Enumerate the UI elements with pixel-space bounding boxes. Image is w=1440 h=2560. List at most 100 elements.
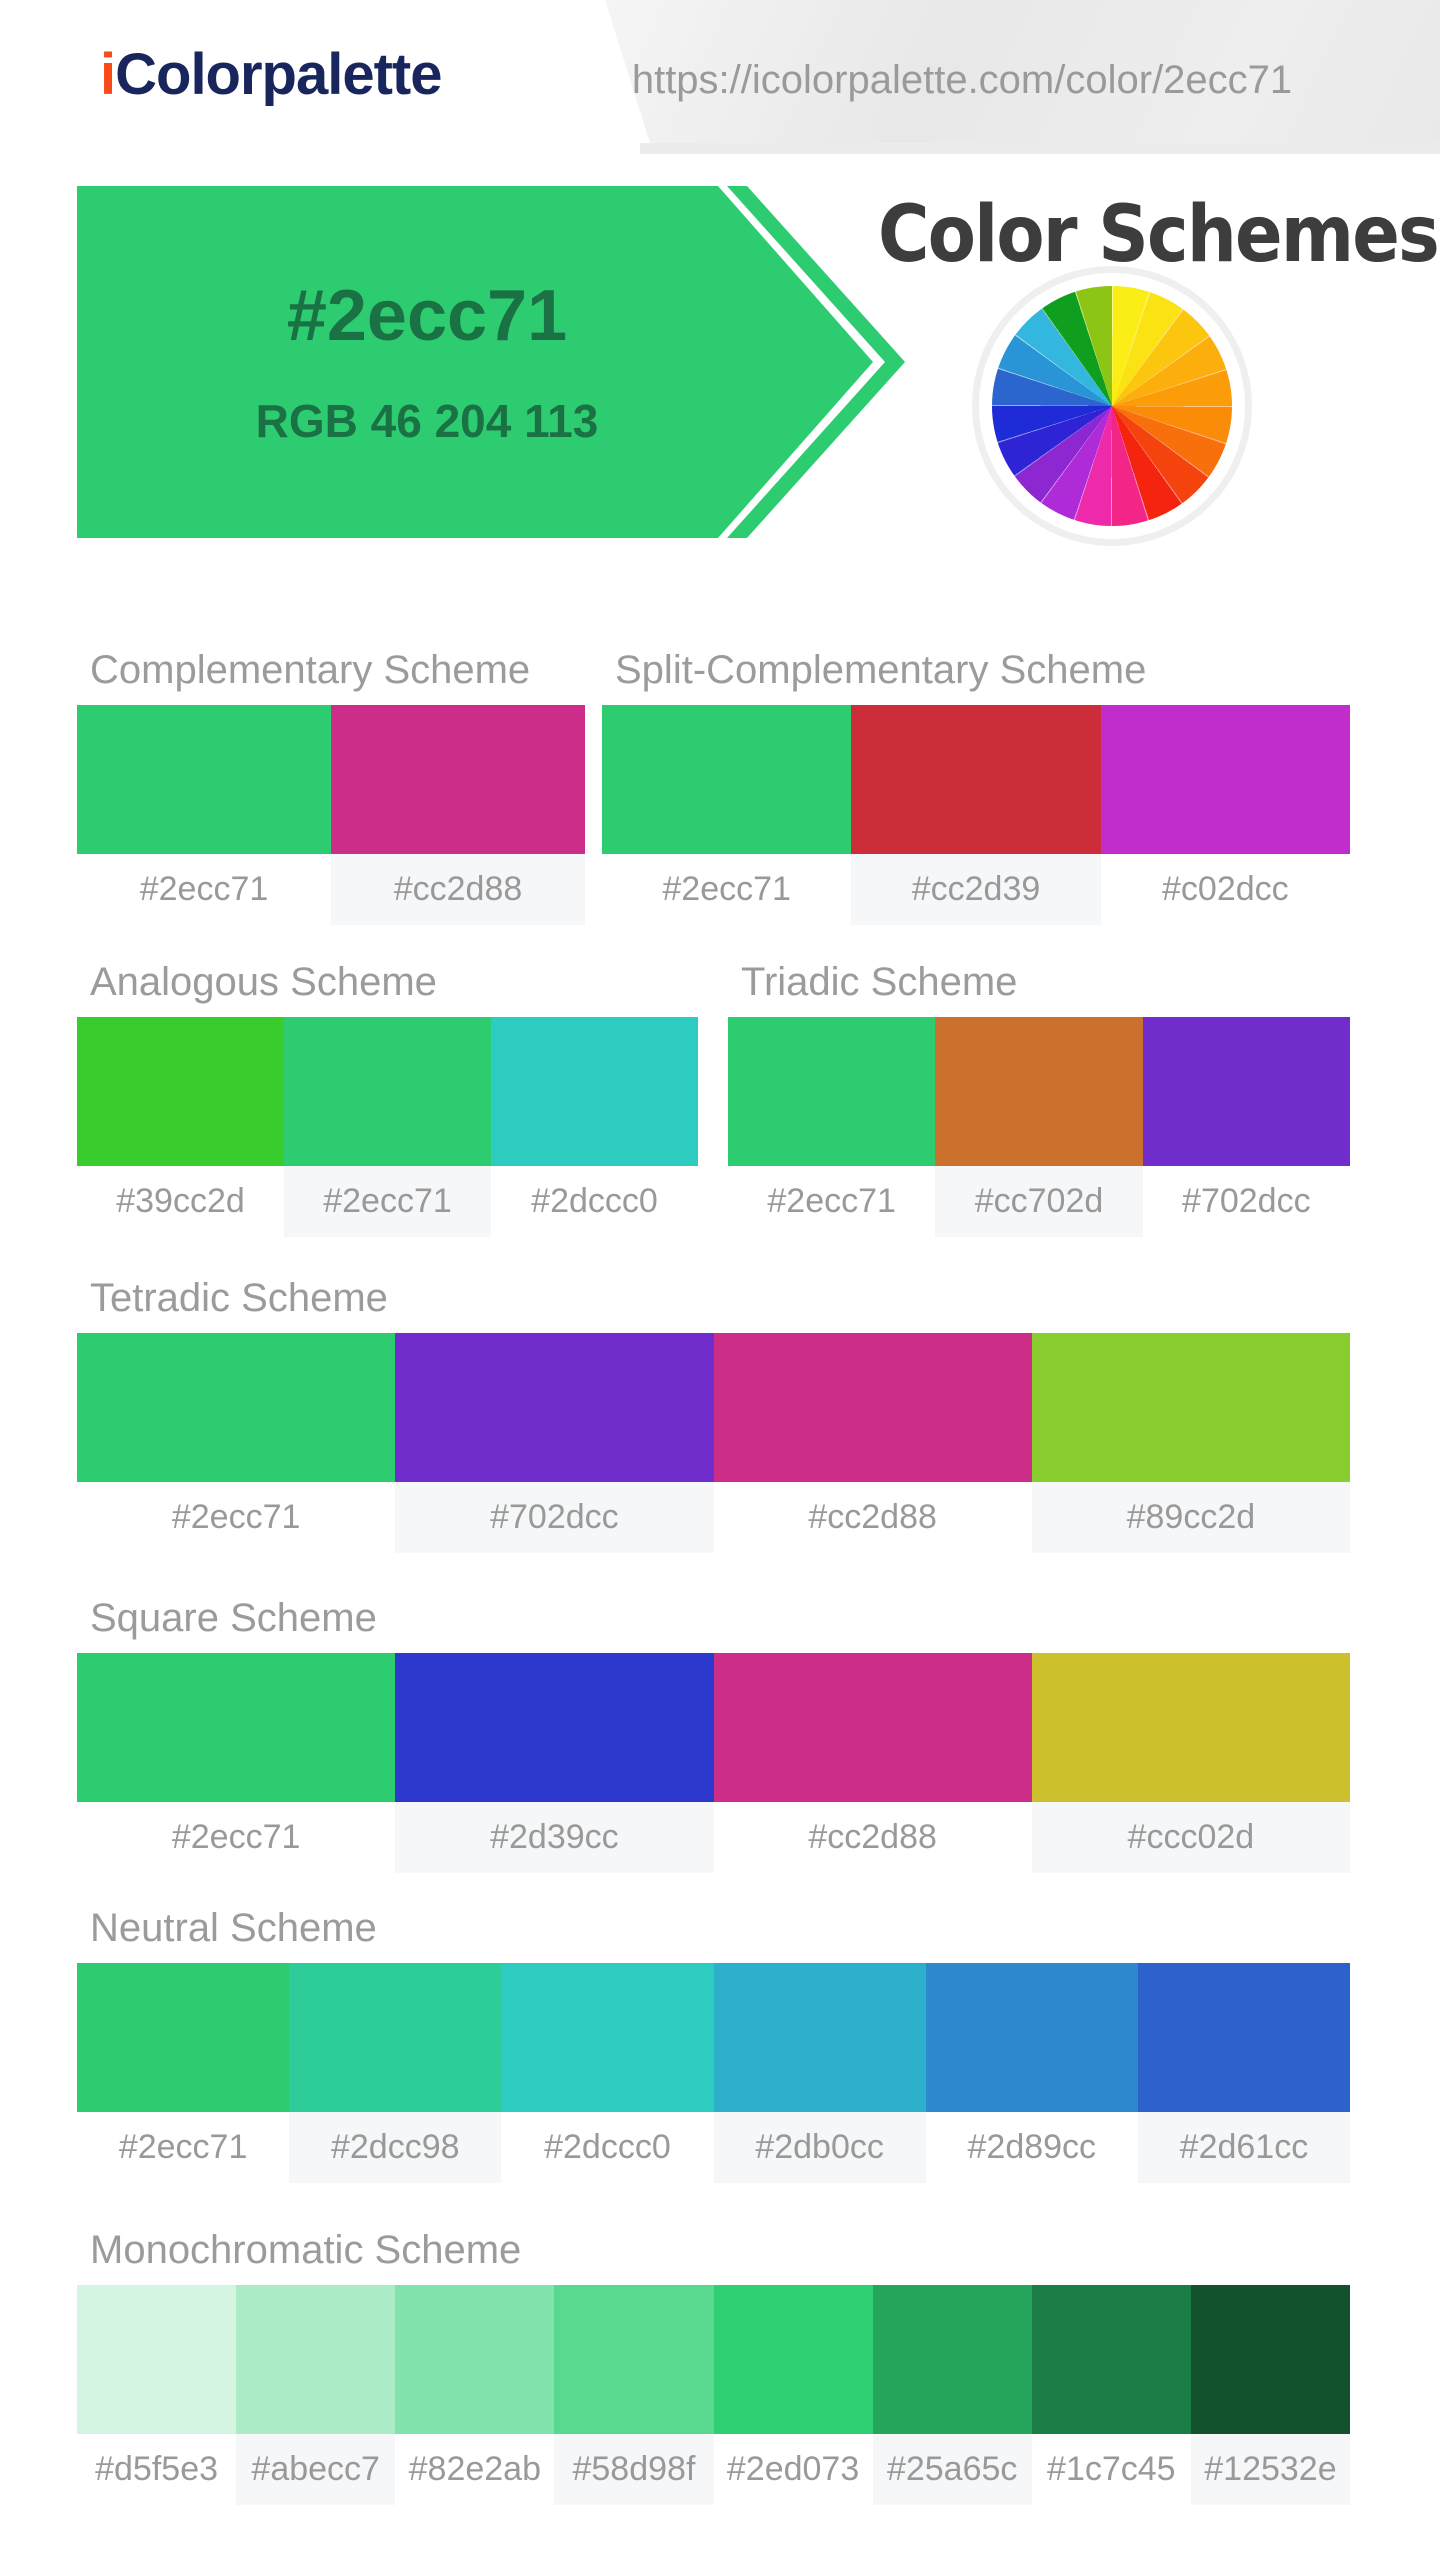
scheme-swatch-label: #d5f5e3 bbox=[77, 2434, 237, 2505]
scheme-swatch-label: #2ecc71 bbox=[77, 2112, 290, 2183]
scheme-swatch[interactable] bbox=[1142, 1017, 1350, 1166]
header-divider bbox=[640, 143, 1440, 154]
banner-arrow-shape bbox=[77, 186, 873, 538]
scheme-swatch[interactable] bbox=[602, 705, 852, 854]
scheme-swatch[interactable] bbox=[77, 2285, 237, 2434]
scheme-swatch-label: #2ed073 bbox=[713, 2434, 873, 2505]
scheme-swatch-label: #abecc7 bbox=[236, 2434, 396, 2505]
scheme-swatch[interactable] bbox=[491, 1017, 698, 1166]
scheme-swatch-label: #58d98f bbox=[554, 2434, 714, 2505]
scheme-section-title: Neutral Scheme bbox=[90, 1906, 377, 1950]
scheme-swatch-label: #2db0cc bbox=[713, 2112, 926, 2183]
scheme-label-row: #2ecc71 #2dcc98 #2dccc0 #2db0cc #2d89cc #2d61… bbox=[77, 2112, 1351, 2183]
scheme-swatch-label: #cc2d88 bbox=[713, 1802, 1032, 1873]
scheme-swatch-row bbox=[77, 1333, 1350, 1482]
color-banner-arrow-graphic bbox=[77, 186, 905, 538]
scheme-label-row: #2ecc71 #2d39cc #cc2d88 #ccc02d bbox=[77, 1802, 1350, 1873]
scheme-swatch-label: #cc2d88 bbox=[713, 1482, 1032, 1553]
scheme-swatch-label: #2d89cc bbox=[925, 2112, 1138, 2183]
scheme-swatch[interactable] bbox=[395, 1653, 714, 1802]
scheme-swatch-row bbox=[77, 705, 585, 854]
scheme-swatch-label: #cc2d39 bbox=[851, 854, 1101, 925]
banner-hex-code: #2ecc71 bbox=[286, 276, 568, 356]
scheme-swatch-row bbox=[602, 705, 1350, 854]
scheme-swatch-label: #cc702d bbox=[935, 1166, 1143, 1237]
scheme-swatch-label: #2ecc71 bbox=[77, 854, 331, 925]
scheme-swatch-label: #2dcc98 bbox=[289, 2112, 502, 2183]
scheme-swatch[interactable] bbox=[77, 1333, 396, 1482]
scheme-swatch-label: #2d61cc bbox=[1137, 2112, 1351, 2183]
scheme-swatch[interactable] bbox=[395, 1333, 714, 1482]
scheme-section-title: Triadic Scheme bbox=[741, 960, 1018, 1004]
scheme-swatch[interactable] bbox=[554, 2285, 714, 2434]
scheme-swatch[interactable] bbox=[851, 705, 1101, 854]
scheme-swatch[interactable] bbox=[77, 1017, 284, 1166]
scheme-swatch[interactable] bbox=[713, 1333, 1032, 1482]
scheme-section: Analogous Scheme #39cc2d #2ecc71 #2dccc0 bbox=[77, 960, 698, 1237]
scheme-swatch-label: #89cc2d bbox=[1031, 1482, 1350, 1553]
scheme-swatch-row bbox=[77, 1653, 1350, 1802]
scheme-swatch-label: #12532e bbox=[1190, 2434, 1350, 2505]
scheme-section-title: Monochromatic Scheme bbox=[90, 2228, 522, 2272]
scheme-swatch-label: #2dccc0 bbox=[501, 2112, 714, 2183]
scheme-swatch[interactable] bbox=[289, 1963, 502, 2112]
scheme-section: Monochromatic Scheme #d5f5e3 #abecc7 #82e2a… bbox=[77, 2228, 1350, 2505]
scheme-section: Tetradic Scheme #2ecc71 #702dcc #cc2d88 #89c… bbox=[77, 1276, 1350, 1553]
page-header: iColorpalette https://icolorpalette.com/… bbox=[0, 0, 1440, 157]
scheme-swatch[interactable] bbox=[1031, 1333, 1350, 1482]
scheme-label-row: #2ecc71 #702dcc #cc2d88 #89cc2d bbox=[77, 1482, 1350, 1553]
scheme-swatch-label: #702dcc bbox=[1142, 1166, 1350, 1237]
scheme-swatch-row bbox=[77, 1963, 1351, 2112]
scheme-swatch-row bbox=[77, 1017, 698, 1166]
scheme-section-title: Analogous Scheme bbox=[90, 960, 437, 1004]
scheme-section: Split-Complementary Scheme #2ecc71 #cc2d39… bbox=[602, 648, 1350, 925]
scheme-swatch[interactable] bbox=[872, 2285, 1032, 2434]
scheme-swatch-label: #2ecc71 bbox=[728, 1166, 936, 1237]
scheme-swatch[interactable] bbox=[925, 1963, 1138, 2112]
scheme-swatch[interactable] bbox=[77, 1653, 396, 1802]
scheme-swatch-label: #702dcc bbox=[395, 1482, 714, 1553]
page-url-text: https://icolorpalette.com/color/2ecc71 bbox=[631, 58, 1293, 102]
scheme-swatch[interactable] bbox=[728, 1017, 936, 1166]
scheme-section: Complementary Scheme #2ecc71 #cc2d88 bbox=[77, 648, 585, 925]
scheme-swatch[interactable] bbox=[501, 1963, 714, 2112]
scheme-swatch[interactable] bbox=[1100, 705, 1350, 854]
scheme-swatch[interactable] bbox=[331, 705, 585, 854]
scheme-swatch[interactable] bbox=[1190, 2285, 1350, 2434]
scheme-swatch[interactable] bbox=[1031, 2285, 1191, 2434]
scheme-swatch-label: #2ecc71 bbox=[602, 854, 852, 925]
scheme-swatch-label: #25a65c bbox=[872, 2434, 1032, 2505]
scheme-swatch[interactable] bbox=[236, 2285, 396, 2434]
scheme-swatch[interactable] bbox=[935, 1017, 1143, 1166]
scheme-label-row: #2ecc71 #cc2d88 bbox=[77, 854, 585, 925]
scheme-swatch[interactable] bbox=[1137, 1963, 1351, 2112]
scheme-swatch-label: #ccc02d bbox=[1031, 1802, 1350, 1873]
scheme-swatch-label: #c02dcc bbox=[1100, 854, 1350, 925]
scheme-section-title: Split-Complementary Scheme bbox=[615, 648, 1147, 692]
scheme-label-row: #39cc2d #2ecc71 #2dccc0 bbox=[77, 1166, 698, 1237]
logo-accent-letter: i bbox=[100, 42, 116, 107]
scheme-swatch-label: #2ecc71 bbox=[77, 1482, 396, 1553]
banner-rgb-value: RGB 46 204 113 bbox=[255, 395, 599, 447]
scheme-swatch[interactable] bbox=[77, 1963, 290, 2112]
scheme-section-title: Square Scheme bbox=[90, 1596, 377, 1640]
scheme-section: Triadic Scheme #2ecc71 #cc702d #702dcc bbox=[728, 960, 1350, 1237]
scheme-swatch-label: #39cc2d bbox=[77, 1166, 284, 1237]
scheme-swatch[interactable] bbox=[1031, 1653, 1350, 1802]
scheme-section: Neutral Scheme #2ecc71 #2dcc98 #2dccc0 #2db0… bbox=[77, 1906, 1351, 2183]
scheme-swatch[interactable] bbox=[713, 1653, 1032, 1802]
scheme-section-title: Complementary Scheme bbox=[90, 648, 531, 692]
color-wheel-image bbox=[992, 286, 1232, 526]
scheme-label-row: #d5f5e3 #abecc7 #82e2ab #58d98f #2ed073 #25a6… bbox=[77, 2434, 1350, 2505]
scheme-swatch[interactable] bbox=[713, 2285, 873, 2434]
scheme-swatch-label: #2ecc71 bbox=[284, 1166, 491, 1237]
scheme-swatch-label: #1c7c45 bbox=[1031, 2434, 1191, 2505]
scheme-swatch[interactable] bbox=[713, 1963, 926, 2112]
scheme-swatch[interactable] bbox=[77, 705, 331, 854]
header-gradient bbox=[605, 0, 1440, 143]
scheme-swatch-label: #2ecc71 bbox=[77, 1802, 396, 1873]
site-logo[interactable]: iColorpalette bbox=[100, 38, 443, 112]
scheme-swatch[interactable] bbox=[395, 2285, 555, 2434]
scheme-swatch[interactable] bbox=[284, 1017, 491, 1166]
scheme-swatch-label: #2d39cc bbox=[395, 1802, 714, 1873]
